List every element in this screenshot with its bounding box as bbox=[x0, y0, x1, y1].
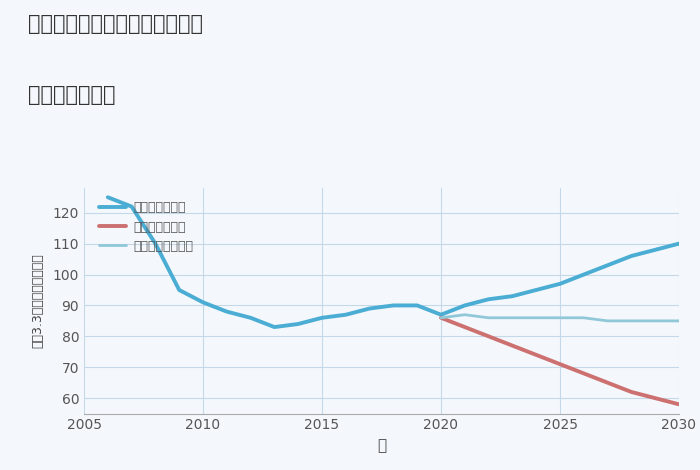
バッドシナリオ bbox=[675, 401, 683, 407]
ノーマルシナリオ bbox=[484, 315, 493, 321]
グッドシナリオ bbox=[580, 272, 588, 277]
グッドシナリオ bbox=[223, 309, 231, 314]
バッドシナリオ bbox=[437, 315, 445, 321]
グッドシナリオ bbox=[675, 241, 683, 246]
グッドシナリオ bbox=[365, 306, 374, 311]
ノーマルシナリオ bbox=[627, 318, 636, 324]
グッドシナリオ bbox=[104, 195, 112, 200]
グッドシナリオ bbox=[389, 303, 398, 308]
ノーマルシナリオ bbox=[603, 318, 612, 324]
グッドシナリオ bbox=[532, 287, 540, 293]
グッドシナリオ bbox=[151, 241, 160, 246]
Text: 土地の価格推移: 土地の価格推移 bbox=[28, 85, 116, 105]
バッドシナリオ bbox=[651, 395, 659, 401]
グッドシナリオ bbox=[318, 315, 326, 321]
グッドシナリオ bbox=[294, 321, 302, 327]
ノーマルシナリオ bbox=[508, 315, 517, 321]
バッドシナリオ bbox=[603, 380, 612, 385]
Line: グッドシナリオ: グッドシナリオ bbox=[108, 197, 679, 327]
グッドシナリオ bbox=[246, 315, 255, 321]
バッドシナリオ bbox=[627, 389, 636, 395]
ノーマルシナリオ bbox=[532, 315, 540, 321]
Text: 埼玉県さいたま市北区櫛引町の: 埼玉県さいたま市北区櫛引町の bbox=[28, 14, 203, 34]
グッドシナリオ bbox=[437, 312, 445, 318]
ノーマルシナリオ bbox=[580, 315, 588, 321]
グッドシナリオ bbox=[127, 204, 136, 209]
グッドシナリオ bbox=[556, 281, 564, 287]
バッドシナリオ bbox=[532, 352, 540, 358]
バッドシナリオ bbox=[556, 361, 564, 367]
グッドシナリオ bbox=[484, 297, 493, 302]
ノーマルシナリオ bbox=[675, 318, 683, 324]
グッドシナリオ bbox=[627, 253, 636, 259]
グッドシナリオ bbox=[651, 247, 659, 253]
グッドシナリオ bbox=[603, 262, 612, 268]
Y-axis label: 坪（3.3㎡）単価（万円）: 坪（3.3㎡）単価（万円） bbox=[32, 253, 44, 348]
バッドシナリオ bbox=[461, 324, 469, 330]
バッドシナリオ bbox=[580, 371, 588, 376]
Line: バッドシナリオ: バッドシナリオ bbox=[441, 318, 679, 404]
バッドシナリオ bbox=[508, 343, 517, 348]
グッドシナリオ bbox=[199, 299, 207, 305]
グッドシナリオ bbox=[342, 312, 350, 318]
X-axis label: 年: 年 bbox=[377, 438, 386, 453]
Line: ノーマルシナリオ: ノーマルシナリオ bbox=[441, 315, 679, 321]
グッドシナリオ bbox=[413, 303, 421, 308]
ノーマルシナリオ bbox=[556, 315, 564, 321]
ノーマルシナリオ bbox=[651, 318, 659, 324]
グッドシナリオ bbox=[508, 293, 517, 299]
グッドシナリオ bbox=[270, 324, 279, 330]
ノーマルシナリオ bbox=[437, 315, 445, 321]
バッドシナリオ bbox=[484, 334, 493, 339]
グッドシナリオ bbox=[461, 303, 469, 308]
グッドシナリオ bbox=[175, 287, 183, 293]
ノーマルシナリオ bbox=[461, 312, 469, 318]
Legend: グッドシナリオ, バッドシナリオ, ノーマルシナリオ: グッドシナリオ, バッドシナリオ, ノーマルシナリオ bbox=[94, 196, 199, 258]
